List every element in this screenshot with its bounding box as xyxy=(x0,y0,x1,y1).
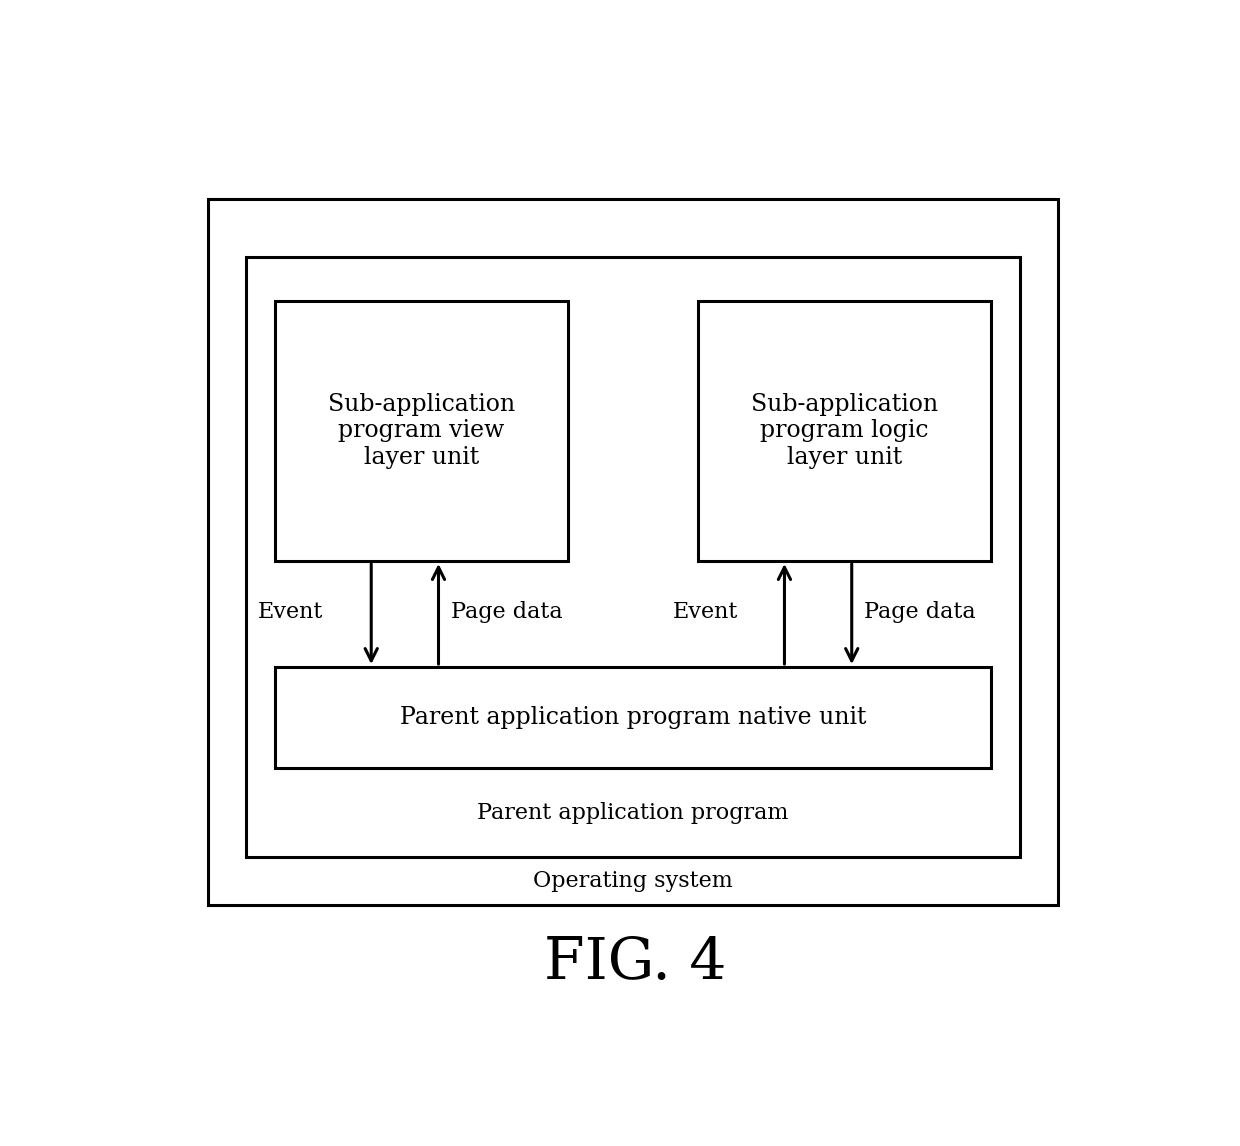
Text: Event: Event xyxy=(258,602,324,623)
FancyBboxPatch shape xyxy=(208,199,1059,905)
Text: Parent application program native unit: Parent application program native unit xyxy=(399,706,867,729)
FancyBboxPatch shape xyxy=(275,300,568,562)
Text: Event: Event xyxy=(673,602,738,623)
Text: Page data: Page data xyxy=(864,602,976,623)
Text: Operating system: Operating system xyxy=(533,870,733,892)
Text: Sub-application
program view
layer unit: Sub-application program view layer unit xyxy=(329,393,516,469)
Text: Sub-application
program logic
layer unit: Sub-application program logic layer unit xyxy=(751,393,939,469)
FancyBboxPatch shape xyxy=(247,257,1019,857)
FancyBboxPatch shape xyxy=(275,667,991,769)
Text: Page data: Page data xyxy=(451,602,563,623)
Text: Parent application program: Parent application program xyxy=(477,801,789,824)
FancyBboxPatch shape xyxy=(698,300,991,562)
Text: FIG. 4: FIG. 4 xyxy=(544,935,727,990)
